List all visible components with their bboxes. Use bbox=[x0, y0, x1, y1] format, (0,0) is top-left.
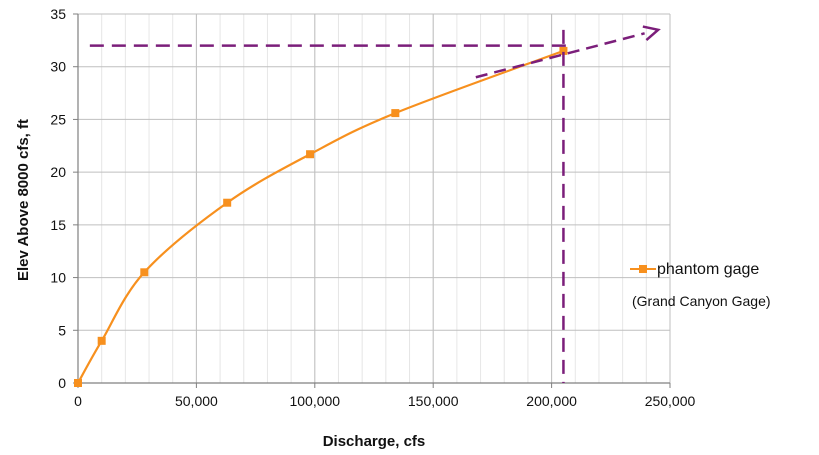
data-point bbox=[306, 150, 315, 159]
x-tick-labels: 0 50,000 100,000 150,000 200,000 250,000 bbox=[74, 393, 695, 409]
data-point bbox=[391, 109, 400, 118]
arrowhead bbox=[642, 25, 661, 42]
legend-label: phantom gage bbox=[657, 261, 759, 278]
y-tick-label: 20 bbox=[50, 164, 66, 180]
legend: phantom gage (Grand Canyon Gage) bbox=[630, 261, 771, 309]
y-tick-labels: 0 5 10 15 20 25 30 35 bbox=[50, 6, 66, 391]
axes bbox=[73, 13, 671, 388]
x-tick-label: 100,000 bbox=[289, 393, 340, 409]
x-tick-label: 200,000 bbox=[526, 393, 577, 409]
series-layer bbox=[74, 46, 568, 387]
x-axis-title: Discharge, cfs bbox=[323, 433, 426, 450]
y-tick-label: 0 bbox=[58, 375, 66, 391]
x-tick-label: 250,000 bbox=[645, 393, 696, 409]
y-axis-title: Elev Above 8000 cfs, ft bbox=[15, 119, 32, 281]
data-point bbox=[223, 198, 232, 207]
series-line bbox=[77, 49, 564, 384]
legend-note: (Grand Canyon Gage) bbox=[632, 293, 771, 309]
x-tick-label: 50,000 bbox=[175, 393, 218, 409]
y-tick-label: 35 bbox=[50, 6, 66, 22]
y-tick-label: 5 bbox=[58, 322, 66, 338]
data-point bbox=[97, 336, 106, 345]
y-tick-label: 15 bbox=[50, 217, 66, 233]
x-tick-label: 150,000 bbox=[408, 393, 459, 409]
data-point bbox=[140, 268, 149, 277]
extrapolation-arrow-line bbox=[475, 32, 645, 79]
data-point bbox=[74, 379, 82, 387]
legend-marker bbox=[639, 265, 647, 273]
data-point bbox=[559, 46, 568, 55]
annotation-layer bbox=[89, 25, 661, 383]
gridlines bbox=[78, 13, 671, 383]
x-tick-label: 0 bbox=[74, 393, 82, 409]
y-tick-label: 25 bbox=[50, 111, 66, 127]
y-tick-label: 30 bbox=[50, 59, 66, 75]
y-tick-label: 10 bbox=[50, 270, 66, 286]
